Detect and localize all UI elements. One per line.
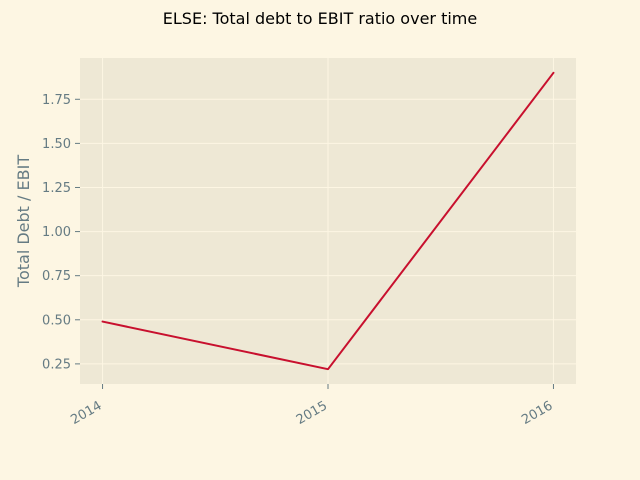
y-tick-label: 1.50 <box>42 137 71 152</box>
x-gridlines <box>102 58 554 384</box>
y-tick-label: 0.50 <box>42 313 71 328</box>
series-line <box>101 71 555 371</box>
y-tick-label: 0.75 <box>42 269 71 284</box>
y-tick-label: 1.00 <box>42 225 71 240</box>
y-tick-label: 0.25 <box>42 357 71 372</box>
y-tick-label: 1.75 <box>42 93 71 108</box>
chart-title: ELSE: Total debt to EBIT ratio over time <box>163 9 477 28</box>
y-axis-label: Total Debt / EBIT <box>14 155 33 288</box>
y-axis: 0.25 0.50 0.75 1.00 1.25 1.50 1.75 <box>42 93 80 372</box>
y-tick-label: 1.25 <box>42 181 71 196</box>
series-layer <box>101 71 555 371</box>
